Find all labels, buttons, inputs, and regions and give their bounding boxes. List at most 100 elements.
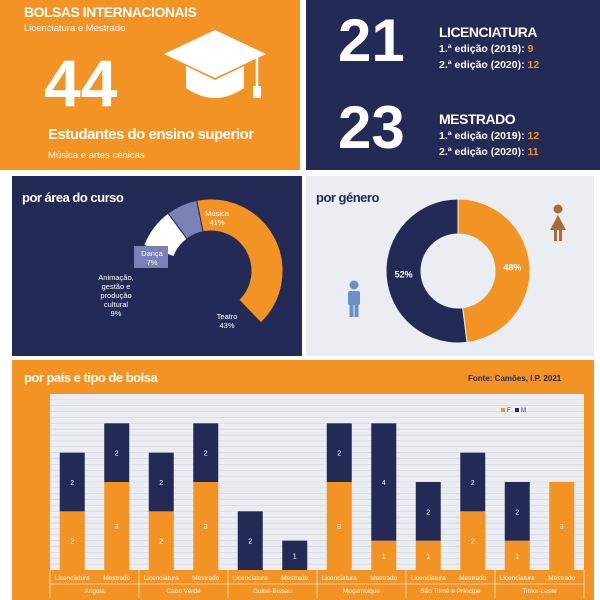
- total-sublabel: Música e artes cénicas: [48, 150, 145, 161]
- bar-F: [104, 482, 130, 570]
- category-label: Licenciatura: [144, 575, 179, 582]
- country-bar-chart: F M22Licenciatura32Mestrado22Licenciatura…: [49, 394, 585, 598]
- bar-label-M: 2: [515, 509, 519, 516]
- area-panel: por área do curso Música 41% Teatro 43% Anim…: [12, 176, 302, 356]
- country-chart-title: por país e tipo de bolsa: [24, 370, 158, 385]
- slice-female: [457, 198, 531, 343]
- label-line: Teatro: [217, 312, 238, 321]
- legend-swatch-M: [515, 408, 519, 412]
- bar-F: [326, 482, 352, 570]
- page-title: BOLSAS INTERNACIONAIS: [24, 4, 197, 20]
- area-donut-chart: Música 41% Teatro 43% Animação, gestão e produ…: [98, 198, 284, 344]
- category-label: Licenciatura: [411, 575, 446, 582]
- bar-label-F: 1: [426, 553, 430, 560]
- bar-F: [371, 540, 397, 570]
- gender-panel: por género 48% 52%: [306, 176, 594, 356]
- bar-label-F: 2: [471, 539, 475, 546]
- edition-value: 11: [527, 146, 539, 158]
- bar-M: [59, 452, 85, 512]
- category-label: Mestrado: [459, 575, 486, 582]
- bar-label-M: 2: [204, 451, 208, 458]
- bar-F: [549, 482, 575, 570]
- bar-label-F: 1: [382, 553, 386, 560]
- label-line: Música: [205, 209, 230, 218]
- label-line: Animação,: [98, 273, 133, 282]
- bar-label-M: 2: [426, 509, 430, 516]
- summary-panel: BOLSAS INTERNACIONAIS Licenciatura e Mes…: [0, 0, 300, 170]
- bar-label-F: 3: [204, 524, 208, 531]
- bar-M: [460, 452, 486, 512]
- bar-label-M: 2: [70, 480, 74, 487]
- edition-label: 1.ª edição (2019):: [439, 130, 525, 142]
- edition-label: 1.ª edição (2019):: [439, 43, 525, 55]
- label-animacao: Animação, gestão e produção cultural 9%: [98, 273, 133, 318]
- category-label: Mestrado: [548, 575, 575, 582]
- bar-label-M: 2: [471, 480, 475, 487]
- bar-M: [104, 423, 130, 482]
- edition-value: 9: [527, 43, 534, 55]
- group-label: Timor-Leste: [522, 588, 557, 595]
- slice-danca: [167, 199, 204, 240]
- area-chart-title: por área do curso: [22, 190, 124, 205]
- bar-M: [326, 423, 352, 482]
- bar-label-M: 2: [337, 451, 341, 458]
- bar-label-F: 2: [70, 539, 74, 546]
- category-label: Mestrado: [192, 575, 219, 582]
- label-line: cultural: [104, 300, 129, 309]
- group-label: Moçambique: [343, 588, 381, 595]
- bar-F: [193, 482, 219, 570]
- male-person-icon: [348, 280, 360, 317]
- edition-row: 1.ª edição (2019): 9: [439, 43, 533, 55]
- category-label: Mestrado: [103, 575, 130, 582]
- total-label: Estudantes do ensino superior: [48, 126, 254, 143]
- category-label: Licenciatura: [55, 575, 90, 582]
- total-count: 44: [44, 46, 118, 120]
- degrees-panel: 21 LICENCIATURA 1.ª edição (2019): 9 2.ª…: [306, 0, 600, 170]
- edition-row: 2.ª edição (2020): 12: [439, 59, 539, 71]
- bar-label-F: 3: [115, 524, 119, 531]
- bar-M: [282, 540, 308, 570]
- legend-label-M: M: [521, 408, 526, 414]
- slice-male: [385, 198, 468, 344]
- category-label: Mestrado: [370, 575, 397, 582]
- label-line: 7%: [147, 258, 158, 267]
- label-line: produção: [100, 291, 131, 300]
- category-label: Licenciatura: [233, 575, 268, 582]
- bar-label-F: 1: [515, 553, 519, 560]
- degree-count: 21: [338, 7, 405, 74]
- label-line: 43%: [219, 321, 234, 330]
- bar-M: [504, 482, 530, 541]
- label-line: 41%: [209, 218, 224, 227]
- group-label: Guiné-Bissau: [253, 588, 292, 595]
- group-label: São Tomé e Príncipe: [420, 588, 481, 595]
- bar-label-F: 3: [560, 524, 564, 531]
- category-label: Licenciatura: [322, 575, 357, 582]
- legend-swatch-F: [501, 408, 505, 412]
- bar-label-M: 4: [382, 480, 386, 487]
- gender-donut-chart: 48% 52%: [385, 198, 531, 344]
- group-label: Angola: [84, 588, 105, 595]
- label-line: Dança: [141, 249, 164, 258]
- gender-chart-title: por género: [316, 190, 379, 205]
- bar-label-M: 2: [248, 539, 252, 546]
- edition-value: 12: [527, 59, 540, 71]
- bar-label-F: 2: [159, 539, 163, 546]
- edition-row: 2.ª edição (2020): 11: [439, 146, 539, 158]
- label-danca: Dança 7%: [141, 249, 164, 267]
- slice-musica: [196, 198, 284, 324]
- bar-F: [504, 540, 530, 570]
- pct-male: 52%: [395, 269, 413, 279]
- edition-label: 2.ª edição (2020):: [439, 59, 525, 71]
- bar-M: [193, 423, 219, 482]
- label-musica: Música 41%: [205, 209, 230, 227]
- bar-F: [460, 511, 486, 570]
- bar-M: [237, 511, 263, 570]
- source-note: Fonte: Camões, I.P. 2021: [468, 374, 562, 383]
- country-panel: por país e tipo de bolsa Fonte: Camões, …: [12, 360, 594, 600]
- bar-label-M: 2: [159, 480, 163, 487]
- label-teatro: Teatro 43%: [217, 312, 238, 330]
- degree-count: 23: [338, 94, 405, 161]
- bar-F: [415, 540, 441, 570]
- female-person-icon: [550, 204, 566, 241]
- edition-row: 1.ª edição (2019): 12: [439, 130, 539, 142]
